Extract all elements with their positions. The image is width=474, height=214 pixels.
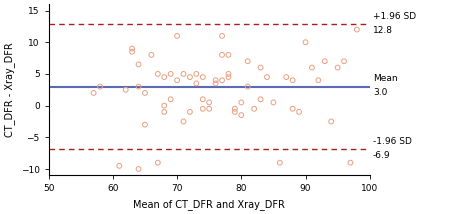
Point [244,85,252,88]
Point [346,161,354,164]
Point [154,161,162,164]
Y-axis label: CT_DFR - Xray_DFR: CT_DFR - Xray_DFR [4,42,15,137]
Point [199,107,207,110]
Point [212,82,219,85]
Point [212,79,219,82]
Point [128,47,136,50]
Point [186,110,194,114]
Point [225,72,232,76]
Point [231,107,239,110]
Point [180,72,187,76]
Point [192,72,200,76]
Point [96,85,104,88]
Point [122,88,129,91]
Text: +1.96 SD: +1.96 SD [373,12,416,21]
Point [237,113,245,117]
Text: Mean: Mean [373,74,398,83]
Point [173,79,181,82]
Point [283,75,290,79]
Point [218,79,226,82]
Point [237,101,245,104]
Point [173,34,181,38]
Point [276,161,283,164]
Point [308,66,316,69]
Point [141,91,149,95]
Point [250,107,258,110]
Point [160,110,168,114]
Point [180,120,187,123]
Text: -6.9: -6.9 [373,151,391,160]
Point [218,34,226,38]
Point [167,98,174,101]
Point [160,104,168,107]
Point [225,53,232,56]
Text: 3.0: 3.0 [373,88,387,98]
Point [289,79,296,82]
Point [353,28,361,31]
Text: 12.8: 12.8 [373,26,393,35]
Point [199,75,207,79]
Point [135,63,142,66]
Point [205,107,213,110]
Point [302,40,310,44]
Point [128,50,136,54]
Point [186,75,194,79]
Point [289,107,296,110]
Point [244,59,252,63]
Point [160,75,168,79]
Point [192,82,200,85]
Point [90,91,97,95]
Point [141,123,149,126]
Text: -1.96 SD: -1.96 SD [373,137,412,146]
Point [263,75,271,79]
Point [315,79,322,82]
Point [340,59,348,63]
Point [135,167,142,171]
Point [334,66,341,69]
Point [116,164,123,168]
Point [295,110,303,114]
Point [167,72,174,76]
Point [270,101,277,104]
Point [218,53,226,56]
Point [205,101,213,104]
Point [199,98,207,101]
Point [257,98,264,101]
Point [135,85,142,88]
Point [147,53,155,56]
Point [225,75,232,79]
Point [328,120,335,123]
Point [257,66,264,69]
Point [154,72,162,76]
Point [321,59,328,63]
Point [231,110,239,114]
X-axis label: Mean of CT_DFR and Xray_DFR: Mean of CT_DFR and Xray_DFR [133,199,285,210]
